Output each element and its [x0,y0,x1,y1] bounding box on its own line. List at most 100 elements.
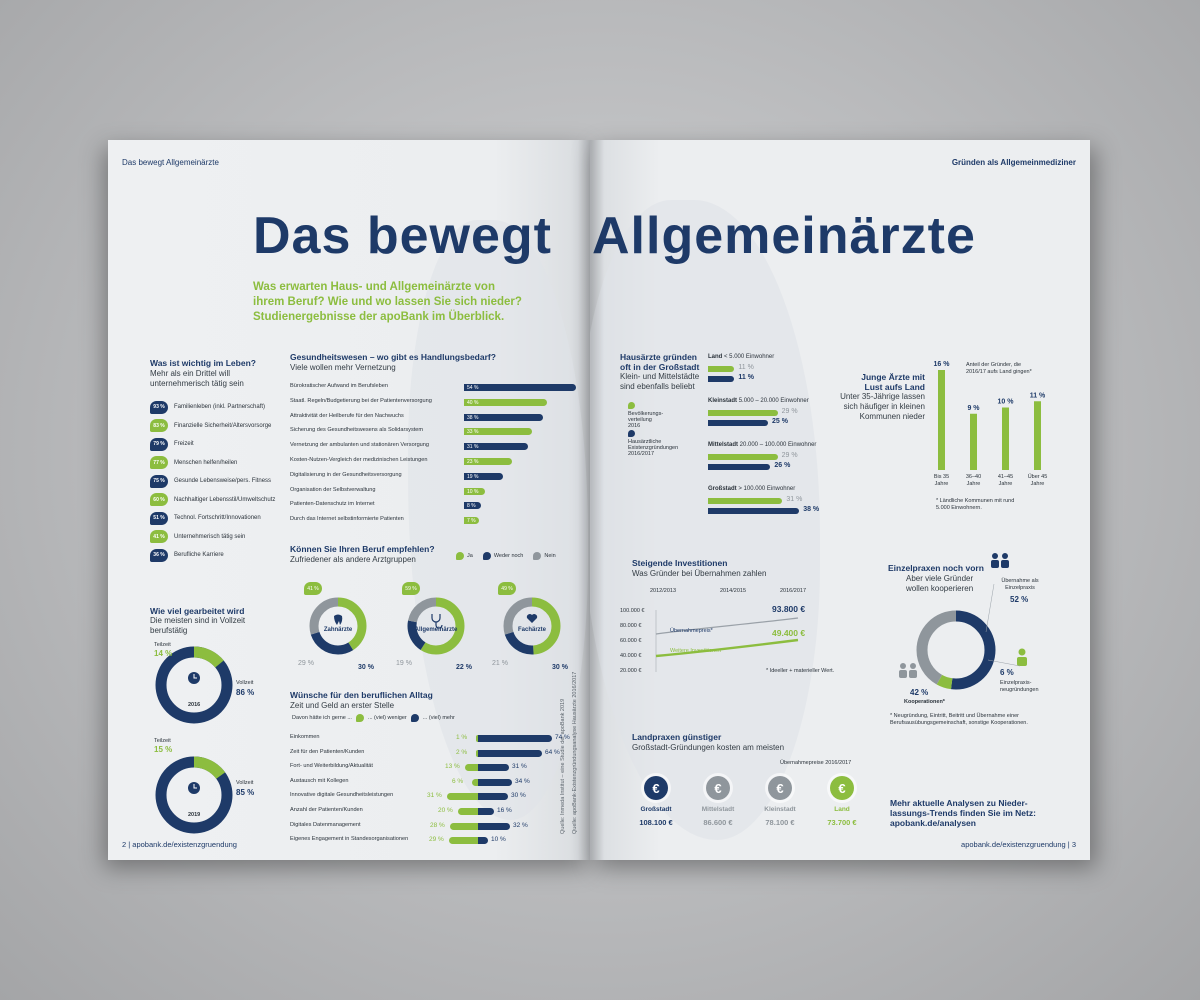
legend-population-line: verteilung [628,417,652,423]
location-title-line: oft in der Großstadt [620,362,700,372]
arc-nein [407,597,465,655]
young-bar-category: 36–40 [966,474,981,480]
euro-icon: € [644,776,668,800]
life-subtitle: Mehr als ein Drittel will unternehmerisc… [150,369,244,389]
intro-text: Was erwarten Haus- und Allgemeinärzte vo… [253,280,522,325]
health-value: 23 % [467,459,479,465]
single-subtitle: Aber viele Gründer wollen kooperieren [906,574,973,594]
young-chart-note: Anteil der Gründer, die 2016/17 aufs Lan… [966,362,1032,376]
location-legend-population: Bevölkerungs- verteilung 2016 [628,402,663,429]
life-item: 79 % Freizeit [150,437,194,451]
life-badge: 36 % [150,548,168,562]
wishes-subtitle: Zeit und Geld an erster Stelle [290,701,395,710]
wishes-legend-less: ... (viel) weniger [367,715,407,721]
health-label: Durch das Internet selbstinformierte Pat… [290,516,404,523]
invest-ytick: 80.000 € [620,623,641,629]
recommend-donut: Fachärzte [503,597,561,655]
teilzeit-value-2019: 15 % [154,745,173,754]
teilzeit-value-2016: 14 % [154,649,173,658]
wish-bar-less [465,764,478,772]
young-bar-category: Jahre [1031,481,1045,487]
wish-value-less: 2 % [456,748,468,756]
health-item: Durch das Internet selbstinformierte Pat… [290,514,590,528]
location-heading: Mittelstadt 20.000 – 100.000 Einwohner [708,442,838,448]
young-bar-category: Jahre [935,481,949,487]
wish-bar-less [458,808,478,815]
health-item: Staatl. Regeln/Budgetierung bei der Pati… [290,396,590,410]
location-heading: Land < 5.000 Einwohner [708,354,838,360]
invest-value-ideal: 93.800 € [772,604,805,614]
recommend-ja-value: 41 % [307,585,319,592]
landpraxen-item: € Mittelstadt 86.600 € [692,776,744,827]
landpraxen-title: Landpraxen günstiger [632,732,722,742]
legend-ja-label: Ja [467,553,473,559]
health-bar: 33 % [464,428,533,436]
wish-label: Einkommen [290,734,320,740]
invest-series-ideal: Übernahmepreis* [670,627,714,634]
young-bar-category: Jahre [999,481,1013,487]
location-bar-founding [708,376,735,382]
health-value: 7 % [467,518,476,525]
health-bar: 10 % [464,487,485,495]
invest-chart: 2012/2013 2014/2015 2016/2017 100.000 € … [620,588,835,674]
wish-value-more: 64 % [545,748,560,756]
wish-label: Fort- und Weiterbildung/Aktualität [290,763,373,770]
vollzeit-value-2019: 85 % [236,788,255,797]
map-silhouette [408,220,588,820]
life-badge: 60 % [150,493,168,506]
recommend-group-label: Zahnärzte [324,627,353,633]
work-subtitle-line: berufstätig [150,626,188,635]
work-subtitle-line: Die meisten sind in Vollzeit [150,616,246,625]
cta-block: Mehr aktuelle Analysen zu Nieder- lassun… [890,798,1036,828]
wish-item: Fort- und Weiterbildung/Aktualität 13 % 31… [290,761,590,775]
health-label: Kosten-Nutzen-Vergleich der medizinische… [290,457,428,463]
euro-icon: € [768,776,792,800]
neu-label-line: neugründungen [1000,687,1039,693]
wish-value-less: 1 % [456,734,468,741]
wish-item: Anzahl der Patienten/Kunden 20 % 16 % [290,805,590,819]
wishes-legend: Davon hätte ich gerne ... ... (viel) wen… [292,714,455,722]
source-note-1: Quelle: Inmeda Institut – eine Studie de… [560,698,566,834]
left-page: Das bewegt Allgemeinärzte Das bewegt Was… [108,140,590,860]
cta-link[interactable]: apobank.de/analysen [890,818,976,828]
health-label: Sicherung des Gesundheitswesens als Soli… [290,427,424,434]
young-footnote-line: 5.000 Einwohnern. [936,505,982,511]
young-bar-value: 10 % [998,399,1015,406]
landpraxen-item: € Kleinstadt 78.100 € [754,776,806,827]
wish-item: Eigenes Engagement in Standesorganisatio… [290,834,590,848]
health-value: 31 % [467,444,479,451]
life-badge: 93 % [150,400,168,414]
wish-value-less: 13 % [445,763,460,771]
landpraxen-value: 73.700 € [827,818,857,827]
young-bar [1034,401,1041,470]
donut-2016 [155,646,233,724]
wish-value-less: 6 % [452,777,464,785]
young-bar-category: Jahre [967,481,981,487]
health-value: 54 % [467,385,479,391]
page-number-right: 3 [1071,840,1076,849]
location-item: Mittelstadt 20.000 – 100.000 Einwohner 29… [708,442,838,482]
landpraxen-item: € Land 73.700 € [816,776,868,827]
donut-2019-year: 2019 [188,812,201,818]
invest-title: Steigende Investitionen [632,558,728,568]
recommend-nein-value: 30 % [358,664,374,671]
arc-weder [407,597,465,655]
life-subtitle-line: unternehmerisch tätig sein [150,379,244,388]
recommend-ja-value: 49 % [501,585,513,592]
location-desc: > 100.000 Einwohner [738,486,796,492]
health-label: Attraktivität der Heilberufe für den Nac… [290,412,404,419]
young-title-line: Lust aufs Land [864,382,925,392]
health-value: 19 % [467,473,479,480]
invest-year-label: 2014/2015 [720,588,746,594]
wish-value-more: 30 % [511,792,526,800]
health-label: Organisation der Selbstverwaltung [290,486,376,493]
life-label: Nachhaltiger Lebensstil/Umweltschutz [174,496,276,503]
wishes-legend-prefix: Davon hätte ich gerne ... [292,715,352,721]
arc-weder [503,597,561,655]
recommend-title: Können Sie Ihren Beruf empfehlen? [290,544,435,554]
invest-year-label: 2012/2013 [650,588,676,594]
health-item: Bürokratischer Aufwand im Berufsleben 54 … [290,381,590,395]
page-title-right: Allgemeinärzte [592,207,976,265]
wish-value-more: 31 % [512,763,527,771]
donut-2016-year: 2016 [188,702,201,708]
